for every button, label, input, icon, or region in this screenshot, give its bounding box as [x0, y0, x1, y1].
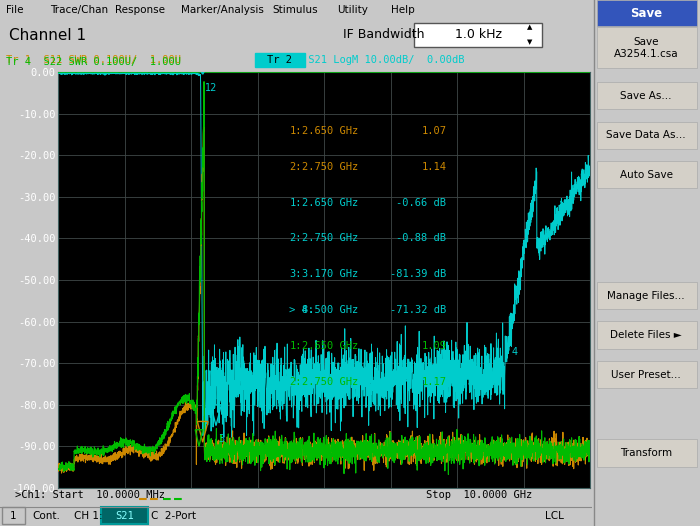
- Text: Tr 1  S11 SWR 0.100U/  1.00U: Tr 1 S11 SWR 0.100U/ 1.00U: [6, 55, 181, 65]
- Text: -0.88 dB: -0.88 dB: [396, 234, 447, 244]
- Text: Help: Help: [391, 5, 414, 15]
- Text: 12: 12: [205, 83, 218, 93]
- Text: 1.0 kHz: 1.0 kHz: [455, 28, 502, 42]
- Text: Delete Files ►: Delete Files ►: [610, 330, 682, 340]
- Text: 2:: 2:: [289, 234, 302, 244]
- Text: Stimulus: Stimulus: [272, 5, 318, 15]
- Text: Transform: Transform: [620, 448, 672, 458]
- Text: Marker/Analysis: Marker/Analysis: [181, 5, 263, 15]
- Text: 2.750 GHz: 2.750 GHz: [302, 162, 358, 172]
- Text: IF Bandwidth: IF Bandwidth: [344, 28, 425, 42]
- Text: Utility: Utility: [337, 5, 368, 15]
- Text: 2.650 GHz: 2.650 GHz: [302, 126, 358, 136]
- FancyBboxPatch shape: [2, 507, 25, 524]
- Text: LCL: LCL: [545, 511, 564, 521]
- FancyBboxPatch shape: [255, 53, 305, 67]
- Text: 4: 4: [511, 347, 517, 357]
- Text: ▼: ▼: [527, 39, 533, 46]
- Text: Trace/Chan: Trace/Chan: [50, 5, 108, 15]
- FancyBboxPatch shape: [597, 0, 697, 26]
- Text: 2.750 GHz: 2.750 GHz: [302, 377, 358, 387]
- Text: Save Data As...: Save Data As...: [606, 130, 686, 140]
- Text: 1.17: 1.17: [421, 377, 447, 387]
- Text: S21 LogM 10.00dB/  0.00dB: S21 LogM 10.00dB/ 0.00dB: [302, 55, 464, 65]
- Text: 2.650 GHz: 2.650 GHz: [302, 341, 358, 351]
- FancyBboxPatch shape: [101, 507, 148, 524]
- Text: Stop  10.0000 GHz: Stop 10.0000 GHz: [426, 490, 533, 500]
- Text: 1:: 1:: [289, 126, 302, 136]
- Text: 8.500 GHz: 8.500 GHz: [302, 305, 358, 315]
- Text: Auto Save: Auto Save: [620, 169, 673, 180]
- Text: 2.650 GHz: 2.650 GHz: [302, 198, 358, 208]
- Text: S21: S21: [115, 511, 134, 521]
- Text: 1:: 1:: [289, 341, 302, 351]
- FancyBboxPatch shape: [597, 439, 697, 467]
- FancyBboxPatch shape: [597, 282, 697, 309]
- FancyBboxPatch shape: [597, 161, 697, 188]
- Text: 1:: 1:: [289, 198, 302, 208]
- Text: 2.750 GHz: 2.750 GHz: [302, 234, 358, 244]
- Text: Tr 2: Tr 2: [267, 55, 292, 65]
- Text: C  2-Port: C 2-Port: [151, 511, 196, 521]
- Text: > 4:: > 4:: [289, 305, 314, 315]
- Text: Response: Response: [116, 5, 165, 15]
- Text: Tr 4  S22 SWR 0.100U/  1.00U: Tr 4 S22 SWR 0.100U/ 1.00U: [6, 57, 181, 67]
- Text: CH 1:: CH 1:: [74, 511, 103, 521]
- Text: 2:: 2:: [289, 377, 302, 387]
- Text: >Ch1: Start  10.0000 MHz: >Ch1: Start 10.0000 MHz: [15, 490, 164, 500]
- Text: 1.14: 1.14: [421, 162, 447, 172]
- Text: 2:: 2:: [289, 162, 302, 172]
- Text: 3:: 3:: [289, 269, 302, 279]
- Text: -81.39 dB: -81.39 dB: [390, 269, 447, 279]
- Text: Channel 1: Channel 1: [9, 27, 86, 43]
- FancyBboxPatch shape: [597, 82, 697, 109]
- Text: ▲: ▲: [527, 25, 533, 31]
- FancyBboxPatch shape: [414, 23, 542, 47]
- Text: 1.07: 1.07: [421, 126, 447, 136]
- FancyBboxPatch shape: [597, 27, 697, 68]
- FancyBboxPatch shape: [597, 321, 697, 349]
- Text: 1.09: 1.09: [421, 341, 447, 351]
- Text: Save As...: Save As...: [620, 90, 672, 101]
- Text: Save
A3254.1.csa: Save A3254.1.csa: [614, 37, 678, 59]
- Text: -71.32 dB: -71.32 dB: [390, 305, 447, 315]
- Text: User Preset...: User Preset...: [611, 369, 681, 380]
- FancyBboxPatch shape: [597, 122, 697, 149]
- Text: Cont.: Cont.: [33, 511, 60, 521]
- Text: -0.66 dB: -0.66 dB: [396, 198, 447, 208]
- Text: Manage Files...: Manage Files...: [607, 290, 685, 301]
- Text: 1: 1: [10, 511, 17, 521]
- Text: 3: 3: [218, 434, 225, 444]
- FancyBboxPatch shape: [597, 361, 697, 388]
- Text: Save: Save: [630, 7, 662, 19]
- Text: File: File: [6, 5, 23, 15]
- Text: 3.170 GHz: 3.170 GHz: [302, 269, 358, 279]
